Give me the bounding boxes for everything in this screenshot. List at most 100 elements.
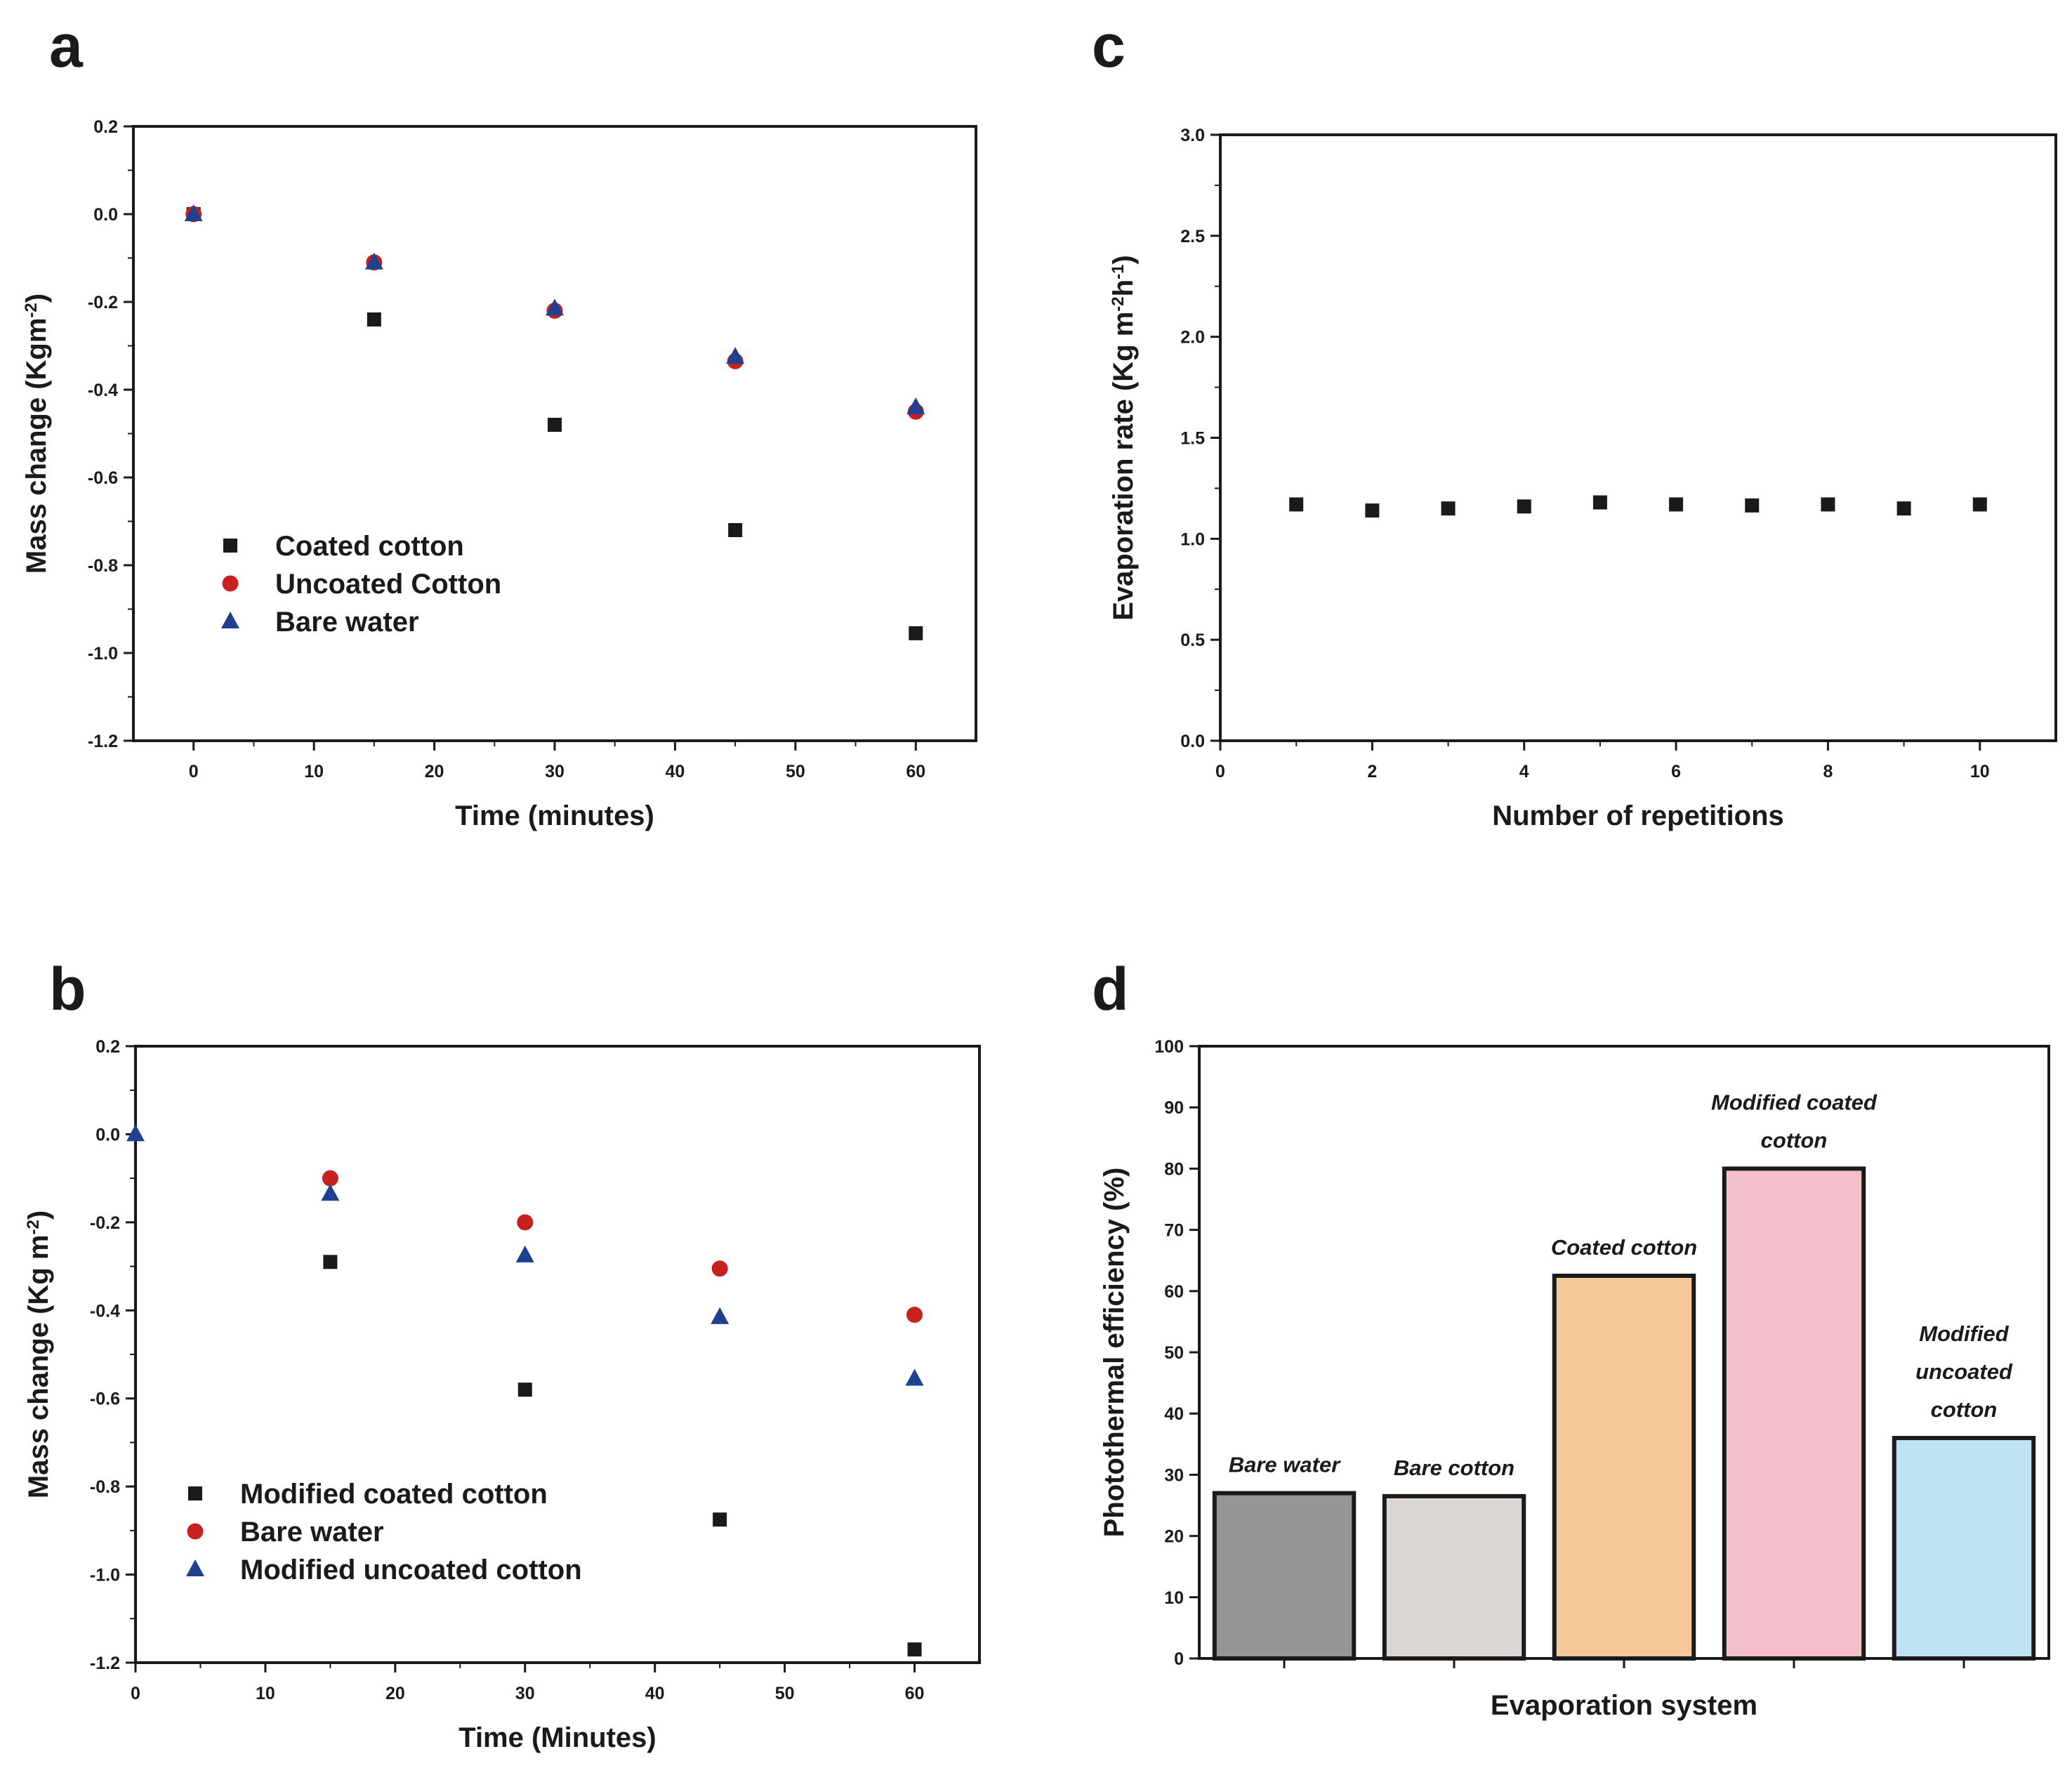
- y-tick-label: 0.2: [93, 117, 118, 137]
- legend-label: Bare water: [275, 607, 419, 638]
- data-point-square: [1972, 497, 1987, 512]
- legend-label: Bare water: [240, 1517, 384, 1548]
- data-point-square: [1592, 495, 1607, 510]
- legend-label: Uncoated Cotton: [275, 569, 501, 600]
- y-axis-title: Mass change (Kg m-2): [23, 1210, 54, 1498]
- data-point-square: [367, 312, 381, 326]
- panel-letter: a: [49, 13, 84, 80]
- data-point-circle: [322, 1170, 338, 1187]
- legend-marker-triangle: [221, 612, 239, 628]
- y-tick-label: 2.5: [1180, 227, 1205, 246]
- bar-category-label: Coated cotton: [1551, 1235, 1697, 1260]
- x-tick-label: 0: [1215, 762, 1225, 781]
- y-tick-label: 60: [1164, 1282, 1184, 1302]
- y-tick-label: 90: [1164, 1098, 1184, 1118]
- data-point-triangle: [726, 347, 745, 364]
- x-tick-label: 4: [1519, 762, 1529, 781]
- data-point-square: [1896, 501, 1911, 516]
- y-tick-label: 10: [1164, 1588, 1184, 1608]
- bar: [1212, 1491, 1357, 1661]
- legend-label: Coated cotton: [275, 531, 464, 562]
- x-tick-label: 2: [1367, 762, 1377, 781]
- y-tick-label: 40: [1164, 1404, 1184, 1424]
- data-point-triangle: [711, 1307, 730, 1324]
- legend-marker-square: [223, 539, 237, 553]
- x-tick-label: 20: [425, 762, 444, 781]
- data-point-square: [1289, 497, 1304, 512]
- data-point-circle: [711, 1260, 728, 1277]
- bar-category-label: Modified: [1919, 1321, 2009, 1346]
- panel-letter: c: [1092, 13, 1126, 80]
- x-tick-label: 60: [905, 1684, 925, 1703]
- data-point-triangle: [546, 298, 564, 316]
- plot-frame: [132, 125, 977, 742]
- y-tick-label: -0.6: [88, 468, 118, 488]
- data-point-square: [728, 523, 743, 537]
- bar: [1892, 1436, 2036, 1661]
- x-tick-label: 6: [1671, 762, 1681, 781]
- x-tick-label: 40: [645, 1684, 665, 1703]
- data-point-square: [1365, 503, 1380, 518]
- x-tick-label: 60: [906, 762, 925, 781]
- y-tick-label: -0.4: [90, 1301, 120, 1321]
- data-point-square: [517, 1383, 532, 1397]
- y-tick-label: 100: [1154, 1037, 1184, 1057]
- x-tick-label: 10: [1970, 762, 1990, 781]
- legend-marker-circle: [187, 1523, 204, 1540]
- bar-category-label: cotton: [1931, 1397, 1998, 1422]
- y-tick-label: 80: [1164, 1159, 1184, 1179]
- data-point-square: [1669, 497, 1684, 512]
- x-axis-title: Number of repetitions: [1492, 800, 1784, 831]
- y-tick-label: 1.5: [1180, 429, 1205, 449]
- data-point-circle: [906, 1307, 923, 1324]
- y-tick-label: -0.2: [88, 293, 118, 312]
- legend-label: Modified coated cotton: [240, 1479, 548, 1510]
- data-point-triangle: [184, 204, 203, 221]
- chart-b: b 0.2 0.0 -0.2 -0.4 -0.6 -0.8 -1.0 -1.2 0 10 20 30 40…: [23, 956, 981, 1753]
- y-tick-label: -1.2: [90, 1654, 120, 1673]
- x-axis-title: Time (minutes): [455, 800, 654, 831]
- y-axis-title: Photothermal efficiency (%): [1099, 1168, 1130, 1538]
- chart-d: d 0 10 20 30 40 50 60 70 80 90 100 Bare water Bare co…: [1092, 956, 2050, 1721]
- x-tick-label: 10: [304, 762, 324, 781]
- y-axis-title: Mass change (Kgm-2): [21, 293, 52, 574]
- x-tick-label: 10: [256, 1684, 275, 1703]
- y-tick-label: -0.8: [88, 556, 118, 576]
- y-tick-label: 50: [1164, 1343, 1184, 1363]
- legend-marker-circle: [222, 575, 239, 592]
- y-tick-label: 2.0: [1180, 328, 1205, 348]
- bar: [1382, 1493, 1526, 1661]
- data-point-triangle: [364, 252, 383, 270]
- legend-label: Modified uncoated cotton: [240, 1555, 582, 1585]
- data-point-square: [548, 418, 562, 432]
- x-tick-label: 20: [385, 1684, 405, 1703]
- bar-category-label: Bare cotton: [1394, 1456, 1515, 1480]
- y-tick-label: -0.4: [88, 381, 118, 400]
- chart-c: c 0.0 0.5 1.0 1.5 2.0 2.5 3.0 0 2 4 6 8 10 Number of r…: [1092, 13, 2057, 831]
- bar-category-label: Bare water: [1229, 1453, 1341, 1477]
- legend-marker-square: [188, 1486, 202, 1500]
- y-tick-label: 20: [1164, 1527, 1184, 1547]
- y-tick-label: 30: [1164, 1465, 1184, 1485]
- data-point-square: [909, 626, 923, 640]
- y-tick-label: 0.0: [1180, 732, 1205, 751]
- data-point-triangle: [905, 1368, 924, 1386]
- y-tick-label: -0.6: [90, 1390, 120, 1409]
- data-point-square: [1517, 499, 1531, 514]
- y-tick-label: -1.0: [90, 1566, 120, 1585]
- x-tick-label: 30: [515, 1684, 535, 1703]
- data-point-square: [907, 1642, 922, 1657]
- y-tick-label: 70: [1164, 1221, 1184, 1241]
- bar: [1552, 1274, 1696, 1661]
- bar: [1722, 1166, 1866, 1661]
- x-tick-label: 0: [189, 762, 199, 781]
- bar-category-label: cotton: [1761, 1128, 1828, 1152]
- data-point-square: [1821, 497, 1835, 512]
- data-point-triangle: [321, 1184, 340, 1201]
- y-tick-label: 0.2: [95, 1037, 120, 1057]
- x-tick-label: 40: [666, 762, 685, 781]
- y-tick-label: 0.0: [93, 205, 118, 225]
- data-point-square: [1441, 501, 1456, 516]
- y-tick-label: -1.2: [88, 732, 118, 751]
